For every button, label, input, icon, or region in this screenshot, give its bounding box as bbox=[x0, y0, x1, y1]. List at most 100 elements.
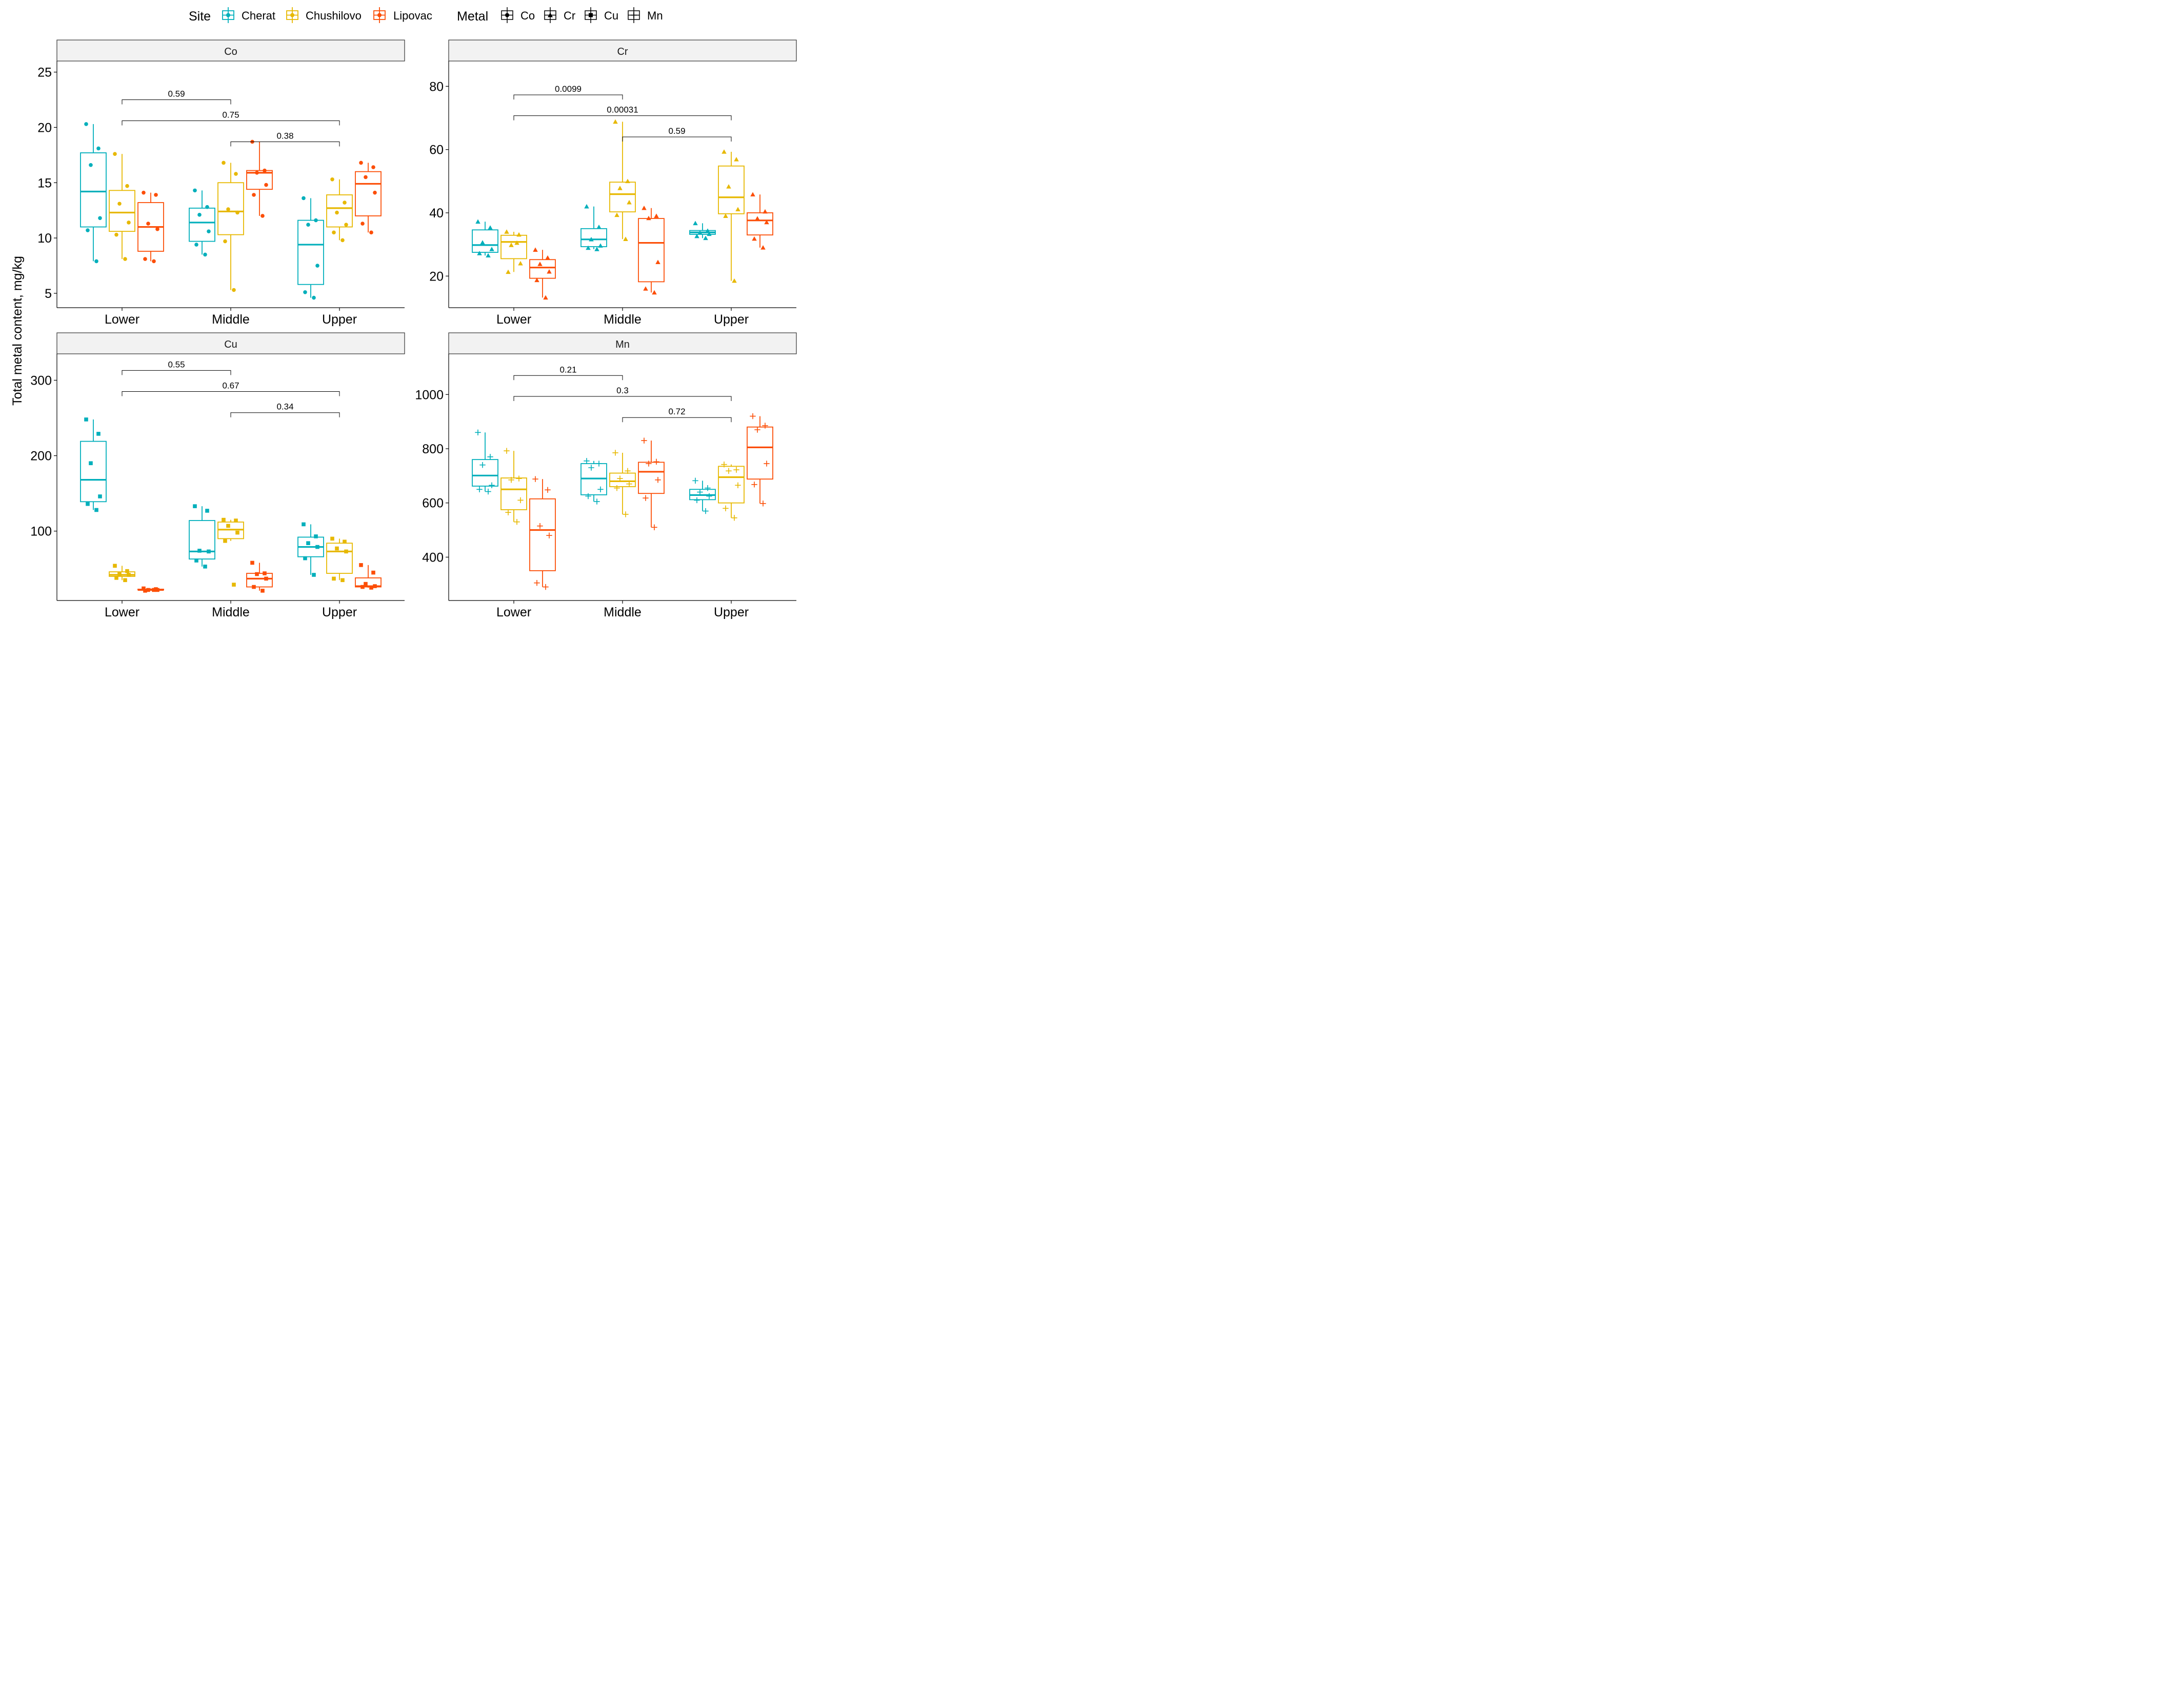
legend-key-marker bbox=[589, 13, 593, 17]
data-point bbox=[545, 487, 551, 493]
data-point bbox=[475, 219, 480, 224]
x-tick-label-lower: Lower bbox=[496, 312, 531, 327]
data-point bbox=[235, 530, 239, 535]
x-tick-label-lower: Lower bbox=[496, 605, 531, 619]
box-lipovac-upper bbox=[355, 563, 382, 590]
box-iqr bbox=[297, 219, 324, 285]
box-chushilovo-lower bbox=[109, 564, 135, 583]
data-point bbox=[117, 202, 122, 206]
legend-metal-cr: Cr bbox=[544, 7, 575, 23]
data-point bbox=[255, 572, 259, 576]
data-point bbox=[764, 461, 770, 467]
data-point bbox=[617, 475, 623, 482]
panel-title: Cu bbox=[224, 339, 237, 350]
data-point bbox=[113, 152, 117, 156]
box-chushilovo-middle bbox=[609, 119, 636, 241]
data-point bbox=[594, 247, 599, 251]
comparison-p-value: 0.75 bbox=[222, 110, 239, 119]
data-point bbox=[586, 245, 591, 250]
data-point bbox=[127, 573, 131, 577]
data-point bbox=[344, 549, 348, 554]
panel-co: Co 5 10 15 20 25 Lower Middle Upper 0.59 0.75 0.38 bbox=[37, 39, 405, 327]
box-lipovac-lower bbox=[137, 586, 164, 593]
box-cherat-upper bbox=[297, 196, 324, 300]
box-chushilovo-middle bbox=[217, 161, 244, 292]
legend-label-lipovac: Lipovac bbox=[393, 9, 432, 22]
data-point bbox=[763, 209, 768, 214]
data-point bbox=[588, 465, 594, 471]
y-tick-label: 60 bbox=[429, 143, 444, 157]
x-tick-label-upper: Upper bbox=[714, 605, 749, 619]
panel-title: Mn bbox=[615, 339, 630, 350]
data-point bbox=[641, 437, 647, 444]
legend-label-mn: Mn bbox=[647, 9, 663, 22]
comparison-bracket bbox=[122, 370, 231, 375]
data-point bbox=[546, 532, 552, 538]
data-point bbox=[302, 522, 306, 527]
data-point bbox=[479, 462, 486, 468]
box-iqr bbox=[500, 477, 527, 510]
data-point bbox=[360, 585, 365, 589]
comparison-lower-upper: 0.3 bbox=[513, 386, 732, 401]
box-chushilovo-upper bbox=[718, 149, 745, 283]
data-point bbox=[697, 489, 703, 495]
data-point bbox=[584, 458, 590, 464]
comparison-bracket bbox=[513, 115, 732, 121]
box-chushilovo-upper bbox=[718, 461, 745, 521]
x-tick-label-middle: Middle bbox=[212, 312, 250, 327]
y-tick-label: 300 bbox=[30, 373, 52, 388]
data-point bbox=[543, 584, 549, 590]
data-point bbox=[261, 214, 265, 218]
data-point bbox=[750, 413, 756, 419]
x-tick-label-upper: Upper bbox=[322, 312, 357, 327]
data-point bbox=[364, 582, 368, 586]
data-point bbox=[84, 122, 88, 126]
box-cherat-middle bbox=[189, 188, 215, 257]
data-point bbox=[532, 476, 538, 482]
data-point bbox=[596, 461, 602, 467]
data-point bbox=[537, 262, 543, 266]
data-point bbox=[194, 243, 198, 247]
data-point bbox=[330, 536, 334, 541]
data-point bbox=[314, 218, 318, 223]
data-point bbox=[486, 253, 491, 258]
legend-metal-cu: Cu bbox=[585, 7, 618, 23]
comparison-lower-upper: 0.00031 bbox=[513, 105, 732, 121]
box-lipovac-middle bbox=[246, 561, 273, 593]
data-point bbox=[127, 221, 131, 225]
data-point bbox=[694, 497, 700, 504]
data-point bbox=[343, 201, 347, 205]
y-tick-label: 20 bbox=[37, 121, 52, 135]
comparison-bracket bbox=[622, 136, 732, 142]
data-point bbox=[612, 450, 618, 456]
data-point bbox=[489, 482, 495, 489]
data-point bbox=[653, 458, 659, 465]
legend-key-point bbox=[290, 13, 294, 17]
data-point bbox=[223, 538, 227, 543]
legend-label-cr: Cr bbox=[564, 9, 575, 22]
data-point bbox=[335, 546, 339, 551]
x-tick-label-middle: Middle bbox=[212, 605, 250, 619]
panel-cr: Cr 20 40 60 80 Lower Middle Upper 0.0099 0.00031 0… bbox=[429, 39, 797, 327]
data-point bbox=[315, 545, 319, 549]
data-point bbox=[534, 277, 539, 283]
data-point bbox=[485, 488, 491, 495]
data-point bbox=[489, 247, 494, 251]
data-point bbox=[232, 288, 236, 292]
data-point bbox=[534, 579, 540, 586]
data-point bbox=[613, 119, 618, 124]
data-point bbox=[364, 175, 368, 179]
box-iqr bbox=[609, 182, 636, 213]
data-point bbox=[344, 223, 348, 227]
data-point bbox=[226, 207, 230, 211]
data-point bbox=[762, 423, 768, 429]
data-point bbox=[652, 290, 657, 295]
data-point bbox=[89, 461, 93, 466]
data-point bbox=[533, 247, 538, 252]
data-point bbox=[261, 589, 265, 593]
comparison-bracket bbox=[122, 391, 340, 396]
data-point bbox=[114, 232, 118, 237]
data-point bbox=[194, 558, 198, 563]
comparison-p-value: 0.59 bbox=[168, 89, 185, 98]
data-point bbox=[193, 188, 197, 193]
